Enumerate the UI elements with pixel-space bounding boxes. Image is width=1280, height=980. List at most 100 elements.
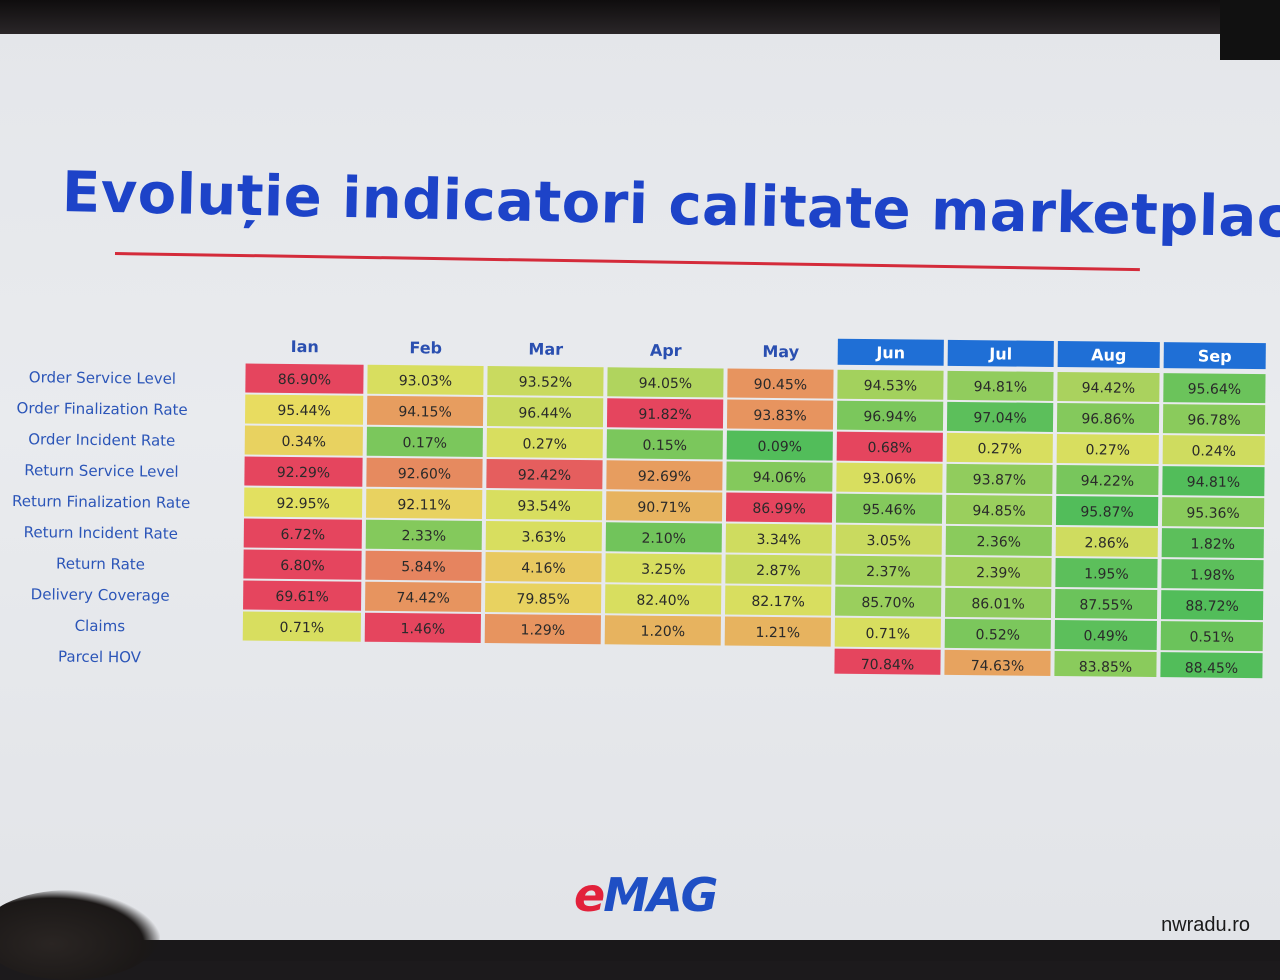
heat-cell <box>726 430 833 461</box>
cell-value: 0.27% <box>522 436 567 452</box>
heat-cell <box>487 366 604 397</box>
cell-value: 86.99% <box>752 501 806 518</box>
heat-cell <box>1163 373 1266 404</box>
heatmap-table: Ian Feb Mar Apr May Jun Jul Aug Sep Order Service… <box>4 325 1269 683</box>
cell-value: 0.71% <box>280 620 325 636</box>
heat-cell <box>726 461 833 492</box>
column-header-ian: Ian <box>291 337 319 356</box>
slide-title: Evoluție indicatori calitate marketplace <box>61 160 1280 252</box>
heat-cell <box>365 519 482 550</box>
heat-cell <box>244 456 363 487</box>
cell-value: 93.54% <box>517 498 571 515</box>
cell-value: 93.83% <box>753 408 807 425</box>
cell-value: 93.03% <box>399 373 453 390</box>
cell-value: 95.64% <box>1188 381 1242 398</box>
heat-cell <box>835 555 942 586</box>
cell-value: 88.45% <box>1185 660 1239 677</box>
heat-cell <box>1160 590 1264 621</box>
cell-value: 87.55% <box>1079 597 1133 614</box>
watermark: nwradu.ro <box>1161 914 1250 936</box>
cell-value: 1.20% <box>640 624 685 640</box>
heat-cell <box>366 457 483 488</box>
emag-logo: eMAG <box>574 868 718 922</box>
heat-cell <box>365 550 482 581</box>
cell-value: 92.29% <box>277 465 331 482</box>
heat-cell <box>836 431 943 462</box>
cell-value: 83.85% <box>1079 659 1133 676</box>
heat-cell <box>1056 464 1159 496</box>
heat-cell <box>607 367 724 398</box>
cell-value: 94.42% <box>1082 380 1136 397</box>
cell-value: 69.61% <box>275 589 329 606</box>
heat-cell <box>1162 466 1265 497</box>
column-header-jul: Jul <box>988 344 1012 363</box>
heat-cell <box>724 616 831 647</box>
heat-cell <box>366 426 483 457</box>
heat-cell <box>486 397 604 428</box>
screen-top-edge <box>0 0 1280 34</box>
cell-value: 79.85% <box>516 591 570 608</box>
cell-value: 1.29% <box>521 622 566 638</box>
heat-cell <box>606 429 723 460</box>
heat-cell <box>1057 371 1160 403</box>
heat-cell <box>244 425 363 456</box>
cell-value: 90.45% <box>754 377 808 394</box>
heat-cell <box>1160 652 1263 683</box>
cell-value: 95.87% <box>1080 504 1134 521</box>
cell-value: 0.09% <box>757 439 802 455</box>
header-bg-jun <box>837 338 944 366</box>
heat-cell <box>366 488 483 519</box>
row-label: Delivery Coverage <box>31 585 170 604</box>
heat-cell <box>725 585 832 616</box>
header-bg-aug <box>1057 340 1160 369</box>
heat-cell <box>835 493 943 524</box>
row-label: Order Incident Rate <box>28 430 175 450</box>
heat-cell <box>365 581 482 612</box>
cell-value: 93.87% <box>973 472 1027 489</box>
slide: Evoluție indicatori calitate marketplace… <box>0 0 1280 945</box>
heat-cell <box>946 401 1054 432</box>
logo-e: e <box>574 868 605 922</box>
cell-value: 92.11% <box>397 497 451 514</box>
heat-cell <box>836 462 943 493</box>
cell-value: 92.95% <box>276 496 330 513</box>
cell-value: 2.39% <box>976 565 1021 581</box>
cell-value: 96.94% <box>863 409 917 426</box>
cell-value: 92.60% <box>398 466 452 483</box>
cell-value: 86.01% <box>971 596 1025 613</box>
row-label: Return Rate <box>56 555 145 574</box>
heat-cell <box>1055 495 1159 527</box>
cell-value: 3.05% <box>866 533 911 549</box>
cell-value: 1.46% <box>401 621 446 637</box>
screen-bottom-edge <box>0 940 1280 961</box>
heat-cell <box>486 428 603 459</box>
cell-value: 94.22% <box>1081 473 1135 490</box>
heat-cell <box>1161 497 1265 528</box>
title-underline <box>114 252 1140 272</box>
column-header-jun: Jun <box>875 343 905 362</box>
heat-cell <box>946 432 1053 463</box>
heat-cell <box>485 490 603 521</box>
cell-value: 1.82% <box>1190 536 1235 552</box>
heat-cell <box>835 524 942 555</box>
heat-cell <box>835 586 942 617</box>
cell-value: 82.40% <box>636 593 690 610</box>
heat-cell <box>1054 650 1157 682</box>
cell-value: 0.27% <box>1085 442 1130 458</box>
cell-value: 2.10% <box>641 531 686 547</box>
heat-cell <box>726 399 834 430</box>
heat-cell <box>606 398 724 429</box>
row-label: Return Finalization Rate <box>12 492 190 512</box>
cell-value: 94.81% <box>1187 474 1241 491</box>
heat-cell <box>946 463 1053 494</box>
cell-value: 90.71% <box>637 500 691 517</box>
heat-cell <box>366 395 484 426</box>
heat-cell <box>604 615 721 646</box>
column-header-mar: Mar <box>528 339 563 358</box>
cell-value: 2.33% <box>401 528 446 544</box>
cell-value: 94.85% <box>972 503 1026 520</box>
cell-value: 96.86% <box>1081 411 1135 428</box>
heat-cell <box>605 491 723 522</box>
heat-cell <box>945 525 1052 556</box>
heat-cell <box>945 556 1052 587</box>
